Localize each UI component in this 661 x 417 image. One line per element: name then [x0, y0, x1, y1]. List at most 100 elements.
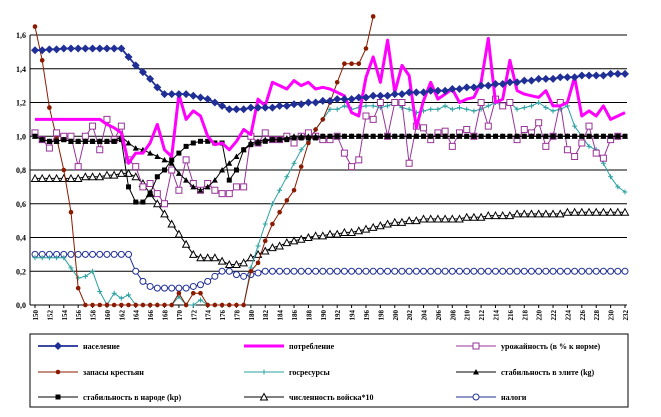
data-point — [577, 71, 586, 80]
data-point — [349, 61, 354, 66]
data-point — [176, 150, 182, 156]
data-point — [298, 147, 304, 153]
data-point — [484, 122, 492, 130]
data-point — [541, 209, 551, 218]
data-point — [376, 221, 385, 230]
data-point — [117, 250, 125, 258]
data-point — [442, 133, 448, 139]
data-point — [175, 284, 183, 292]
x-tick-label: 208 — [449, 310, 457, 321]
data-point — [406, 133, 412, 139]
data-point — [45, 45, 54, 54]
x-tick-label: 184 — [277, 310, 285, 321]
data-point — [68, 265, 74, 271]
data-point — [521, 133, 527, 139]
data-point — [564, 103, 570, 109]
data-point — [126, 292, 132, 298]
data-point — [304, 98, 313, 107]
data-point — [90, 268, 96, 274]
data-point — [578, 139, 586, 147]
data-point — [68, 138, 74, 144]
data-point — [133, 302, 139, 308]
data-point — [319, 267, 327, 275]
x-tick-label: 196 — [363, 310, 371, 321]
legend-label: госресурсы — [289, 368, 331, 377]
data-point — [45, 173, 54, 182]
data-point — [347, 95, 356, 104]
data-point — [39, 137, 45, 143]
data-point — [126, 184, 132, 190]
data-point — [384, 267, 392, 275]
data-point — [549, 267, 557, 275]
data-point — [615, 184, 621, 190]
data-point — [259, 392, 269, 401]
data-point — [147, 150, 154, 156]
data-point — [492, 133, 498, 139]
data-point — [447, 214, 457, 223]
data-point — [356, 61, 362, 66]
data-point — [241, 147, 247, 153]
data-point — [464, 106, 470, 112]
x-tick-label: 154 — [61, 310, 69, 321]
data-point — [118, 137, 124, 143]
data-point — [477, 81, 486, 90]
data-point — [586, 133, 592, 139]
data-point — [441, 267, 449, 275]
data-point — [39, 58, 45, 63]
data-point — [390, 90, 399, 99]
data-point — [139, 277, 147, 285]
data-point — [61, 167, 67, 173]
data-point — [362, 112, 370, 120]
data-point — [412, 88, 421, 97]
data-point — [304, 267, 312, 275]
data-point — [233, 153, 240, 159]
data-point — [261, 369, 267, 375]
data-point — [96, 250, 104, 258]
data-point — [354, 226, 364, 235]
data-point — [462, 83, 471, 92]
data-point — [472, 342, 480, 350]
data-point — [483, 211, 493, 220]
data-point — [570, 207, 579, 216]
data-point — [196, 93, 205, 102]
data-point — [162, 302, 167, 308]
data-point — [340, 95, 349, 104]
legend-label: потребление — [289, 342, 335, 351]
legend-label: численность войска*10 — [289, 393, 374, 402]
data-point — [536, 133, 542, 139]
data-point — [241, 302, 246, 308]
x-tick-label: 174 — [205, 310, 213, 321]
x-tick-label: 220 — [536, 310, 544, 321]
series-8 — [31, 250, 629, 292]
data-point — [296, 234, 306, 243]
data-point — [104, 138, 110, 144]
data-point — [140, 302, 146, 308]
data-point — [248, 142, 254, 148]
data-point — [391, 99, 399, 106]
data-point — [585, 71, 594, 80]
data-point — [234, 302, 239, 308]
data-point — [543, 105, 549, 111]
data-point — [477, 267, 485, 275]
data-point — [276, 267, 284, 275]
data-point — [534, 209, 543, 218]
data-point — [485, 103, 491, 109]
data-point — [83, 302, 88, 308]
y-tick-label: 0,2 — [16, 267, 26, 276]
data-point — [620, 207, 630, 216]
data-point — [67, 250, 75, 258]
data-point — [232, 105, 241, 114]
data-point — [74, 250, 82, 258]
data-point — [383, 91, 392, 100]
data-point — [361, 224, 371, 233]
y-tick-label: 0,6 — [16, 200, 26, 209]
data-point — [621, 267, 629, 275]
data-point — [103, 250, 111, 258]
data-point — [88, 44, 97, 53]
series-line — [35, 36, 626, 165]
data-point — [102, 44, 111, 53]
data-point — [97, 302, 103, 308]
data-point — [585, 267, 593, 275]
data-point — [312, 267, 320, 275]
data-point — [52, 173, 61, 182]
